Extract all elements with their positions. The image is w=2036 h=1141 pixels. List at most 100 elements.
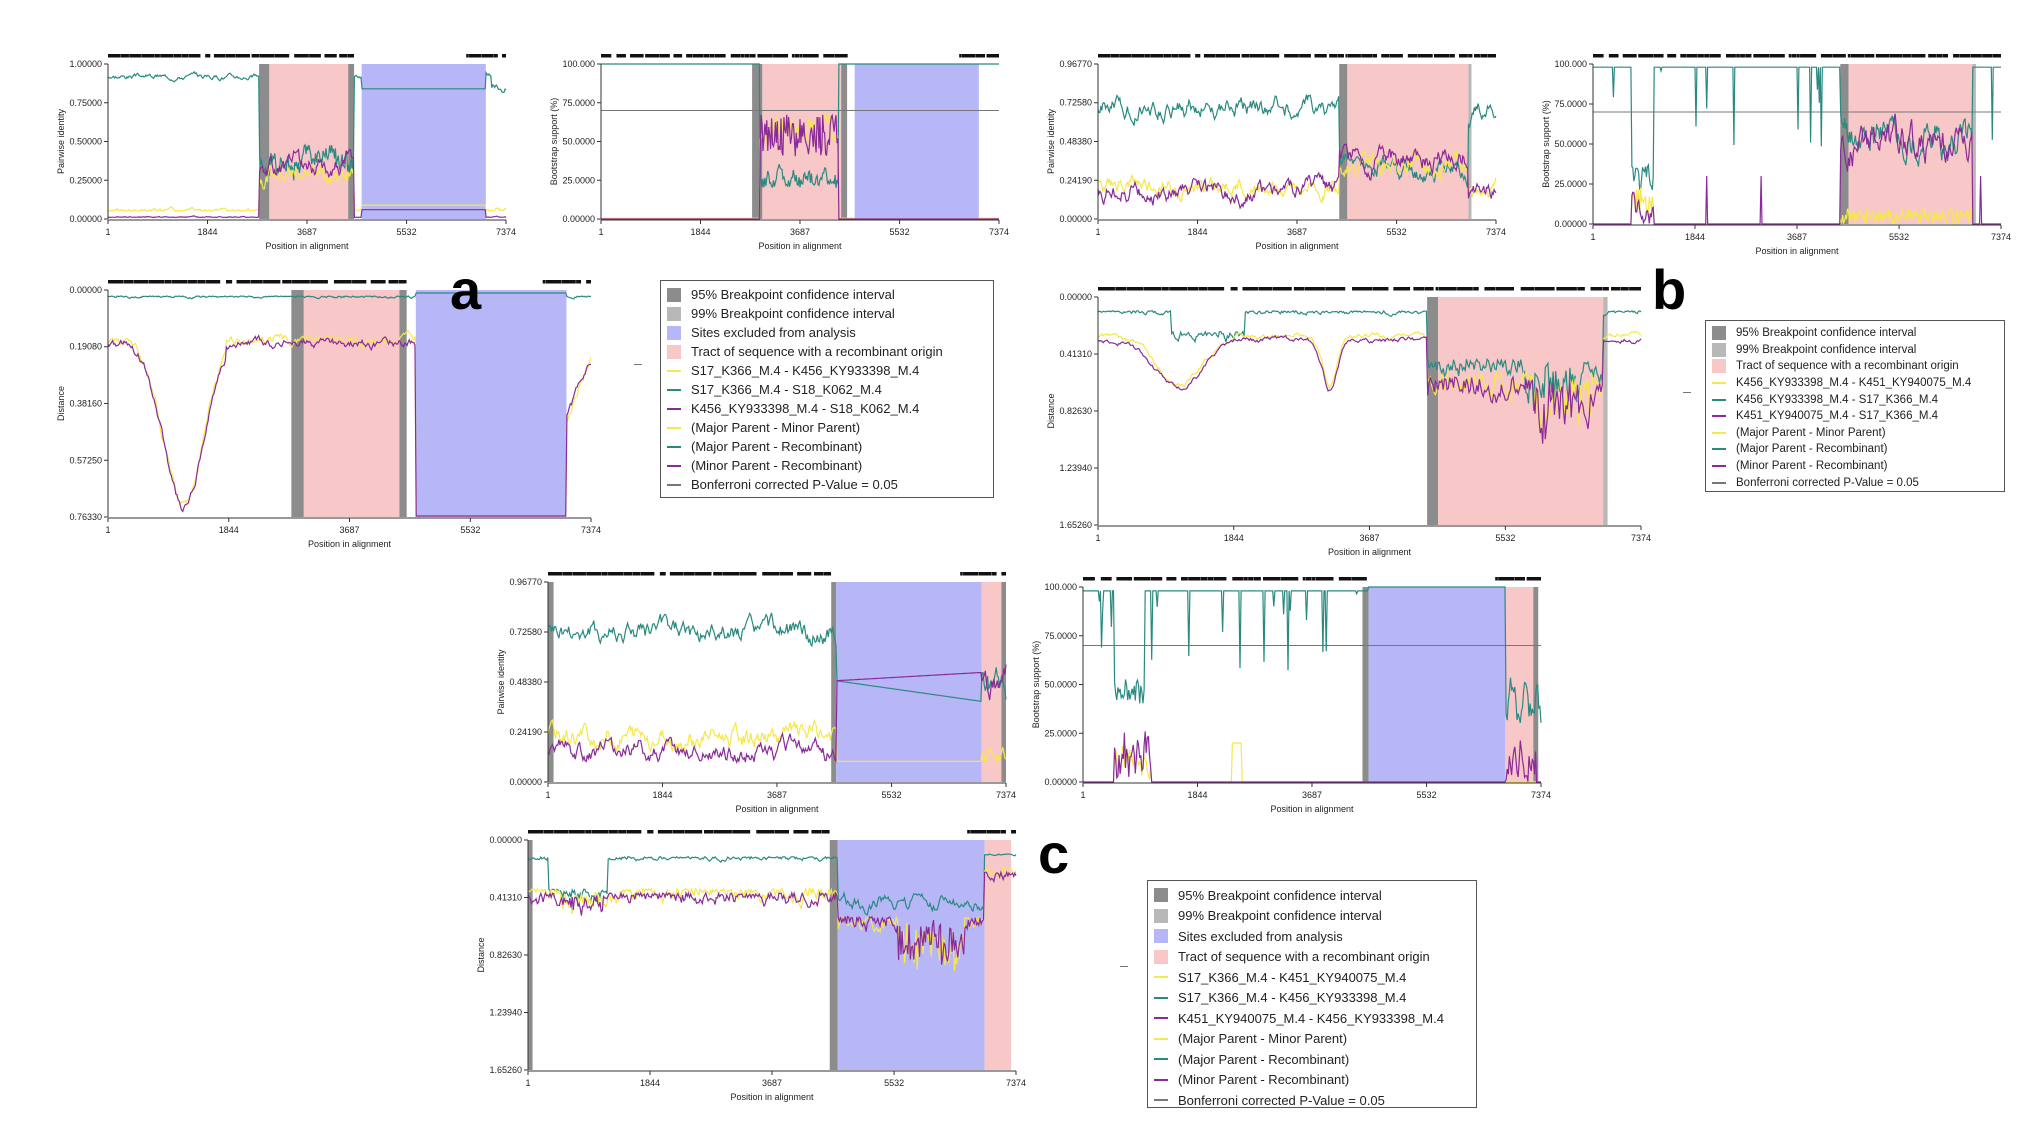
axes: 0.00000 0.24190 0.48380 0.72580 0.96770 1 1844… (496, 577, 1016, 814)
b-bootstrap-sites-bar (1593, 54, 2001, 58)
series-line (107, 163, 507, 212)
legend-item: Tract of sequence with a recombinant ori… (1712, 358, 1998, 375)
b-identity-sites-bar (1098, 54, 1496, 58)
sites-segment (791, 54, 795, 58)
y-tick-label: 25.0000 (1554, 179, 1587, 189)
legend-label: (Minor Parent - Recombinant) (691, 458, 863, 473)
series-line (1083, 731, 1541, 783)
sites-segment (975, 54, 986, 58)
sites-segment (576, 280, 582, 284)
sites-segment (1361, 54, 1373, 58)
series-line (1593, 66, 2001, 191)
sites-segment (1115, 287, 1127, 291)
sites-segment (347, 54, 354, 58)
sites-segment (713, 830, 732, 834)
sites-segment (657, 830, 673, 834)
sites-segment (309, 54, 321, 58)
legend-label: Tract of sequence with a recombinant ori… (691, 344, 943, 359)
legend-label: K456_KY933398_M.4 - S18_K062_M.4 (691, 401, 920, 416)
x-tick-label: 1 (105, 227, 110, 237)
sites-segment (986, 54, 999, 58)
x-tick-label: 7374 (581, 525, 601, 535)
b-identity-svg: 0.00000 0.24190 0.48380 0.72580 0.96770 1 1844… (1046, 54, 1506, 251)
legend-label: (Minor Parent - Recombinant) (1178, 1072, 1350, 1088)
sites-segment (1163, 54, 1172, 58)
series-line (107, 70, 507, 183)
sites-segment (626, 830, 642, 834)
legend-item: S17_K366_M.4 - K456_KY933398_M.4 (1154, 988, 1470, 1009)
sites-segment (1590, 287, 1603, 291)
axes: 0.00000 25.0000 50.0000 75.0000 100.000 1 1844… (549, 59, 1009, 251)
x-axis-label: Position in alignment (1328, 547, 1412, 557)
legend-label: (Minor Parent - Recombinant) (1736, 460, 1888, 473)
legend-line-swatch (667, 483, 681, 486)
sites-segment (1820, 54, 1833, 58)
series-line (547, 664, 1007, 765)
sites-segment (1435, 287, 1439, 291)
legend-label: S17_K366_M.4 - K456_KY933398_M.4 (691, 363, 920, 378)
legend-swatch (1154, 949, 1168, 964)
sites-segment (1215, 54, 1226, 58)
legend-swatch (1154, 929, 1168, 944)
c-distance-sites-bar (528, 830, 1016, 834)
sites-segment (154, 54, 160, 58)
sites-segment (1203, 54, 1216, 58)
sites-segment (1800, 54, 1817, 58)
sites-segment (672, 830, 685, 834)
sites-segment (1832, 54, 1846, 58)
region-tract (1438, 297, 1604, 525)
x-tick-label: 1 (105, 525, 110, 535)
series-line (601, 113, 999, 220)
sites-segment (991, 572, 997, 576)
legend-label: (Major Parent - Minor Parent) (1736, 426, 1886, 439)
sites-segment (333, 280, 352, 284)
sites-segment (601, 54, 612, 58)
legend-label: 99% Breakpoint confidence interval (1178, 908, 1382, 924)
legend-swatch (1154, 908, 1168, 923)
sites-segment (1417, 54, 1433, 58)
sites-segment (1413, 287, 1425, 291)
sites-segment (1347, 54, 1361, 58)
sites-segment (388, 280, 399, 284)
legend-label: S17_K366_M.4 - S18_K062_M.4 (691, 382, 882, 397)
sites-segment (1847, 54, 1851, 58)
legend-line-swatch (667, 369, 681, 372)
legend-label: (Major Parent - Recombinant) (1178, 1051, 1350, 1067)
sites-segment (744, 54, 750, 58)
sites-segment (188, 54, 201, 58)
x-tick-label: 3687 (790, 227, 810, 237)
region-bp95 (291, 290, 304, 517)
sites-segment (1686, 54, 1698, 58)
sites-segment (310, 280, 328, 284)
series-line (601, 63, 999, 188)
x-tick-label: 7374 (496, 227, 516, 237)
sites-segment (561, 280, 576, 284)
legend-line-swatch (1712, 465, 1726, 468)
sites-segment (1284, 54, 1299, 58)
sites-segment (292, 280, 310, 284)
sites-segment (1325, 287, 1346, 291)
legend-item: Bonferroni corrected P-Value = 0.05 (1712, 474, 1998, 491)
series-line (527, 853, 1017, 916)
x-tick-label: 1 (1080, 790, 1085, 800)
c-identity-sites-bar (548, 572, 1006, 576)
sites-segment (1305, 577, 1312, 581)
legend-item: (Major Parent - Minor Parent) (1154, 1029, 1470, 1050)
series-line (107, 148, 507, 219)
sites-segment (123, 280, 134, 284)
sites-segment (823, 572, 832, 576)
y-tick-label: 0.00000 (489, 835, 522, 845)
chart-b-bootstrap: 0.00000 25.0000 50.0000 75.0000 100.000 1 1844… (1535, 52, 2015, 262)
sites-segment (1433, 54, 1449, 58)
sites-segment (542, 280, 546, 284)
sites-segment (1293, 287, 1305, 291)
sites-segment (1474, 54, 1481, 58)
sites-segment (294, 54, 309, 58)
region-excluded (415, 290, 567, 517)
sites-segment (732, 830, 751, 834)
region-excluded (836, 582, 982, 782)
sites-segment (1740, 54, 1745, 58)
panel-label-a: a (450, 258, 482, 321)
x-tick-label: 7374 (1991, 232, 2011, 242)
